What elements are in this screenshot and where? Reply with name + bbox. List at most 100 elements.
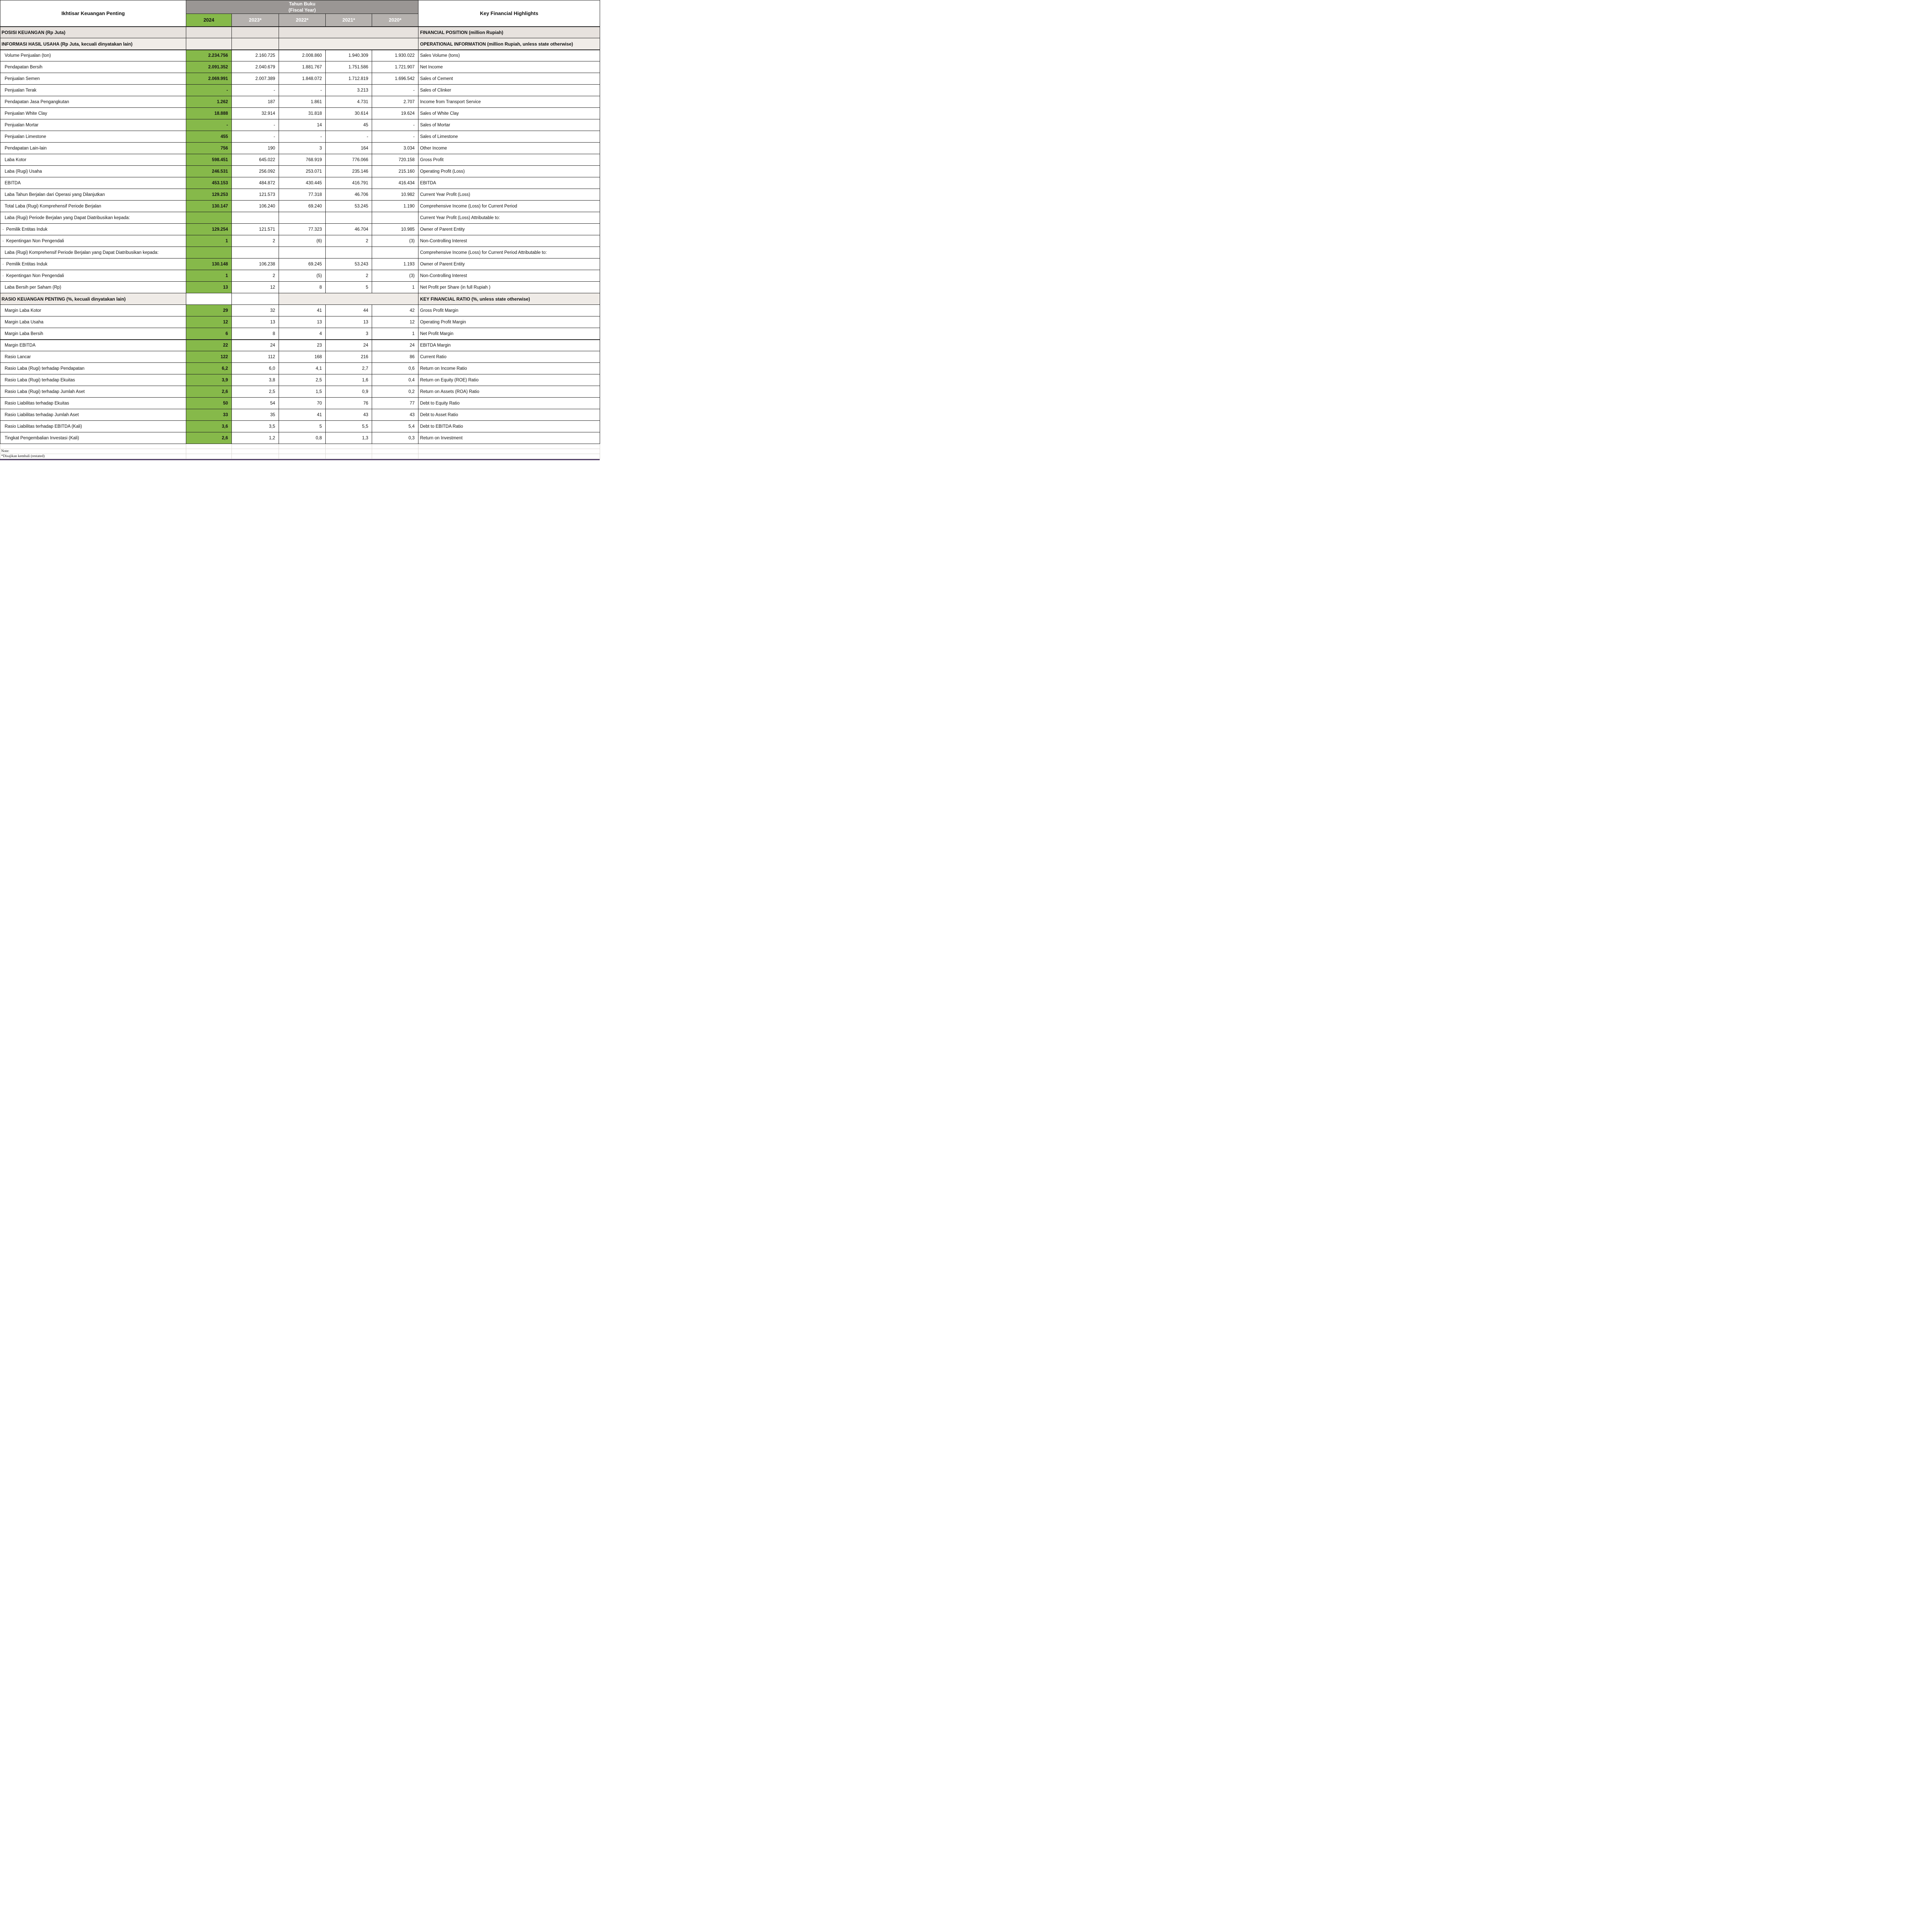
footer-cell-en xyxy=(418,449,600,454)
value-2023 xyxy=(231,38,279,50)
row-label-id: Rasio Laba (Rugi) terhadap Pendapatan xyxy=(0,362,186,375)
value-2024: 18.888 xyxy=(186,107,232,120)
section-label-en: FINANCIAL POSITION (million Rupiah) xyxy=(418,26,600,39)
value-2022: 4 xyxy=(279,328,326,340)
value-2023: 645.022 xyxy=(231,154,279,166)
value-2022: 14 xyxy=(279,119,326,131)
value-2024: - xyxy=(186,119,232,131)
row-label-en: Non-Controlling Interest xyxy=(418,235,600,247)
value-2022: 1.881.767 xyxy=(279,61,326,73)
value-2022: 8 xyxy=(279,281,326,294)
data-row: · Kepentingan Non Pengendali 1 2 (6) 2 (3) Non-… xyxy=(0,235,600,247)
row-label-en: Current Ratio xyxy=(418,351,600,363)
value-2021: 44 xyxy=(325,304,372,317)
value-2023: 106.240 xyxy=(231,200,279,213)
value-2021: 5,5 xyxy=(325,420,372,433)
row-label-en: Return on Assets (ROA) Ratio xyxy=(418,386,600,398)
row-label-id: Rasio Liabilitas terhadap Ekuitas xyxy=(0,397,186,410)
data-row: Rasio Laba (Rugi) terhadap Pendapatan 6,2… xyxy=(0,362,600,375)
data-row: Penjualan Mortar - -14 45- Sales of Mortar xyxy=(0,119,600,131)
data-row: Rasio Laba (Rugi) terhadap Jumlah Aset 2,… xyxy=(0,386,600,398)
bullet-dot: · xyxy=(2,273,4,278)
value-2022: 4,1 xyxy=(279,362,326,375)
value-2022: 23 xyxy=(279,339,326,352)
value-2020: 215.160 xyxy=(371,165,419,178)
value-2024: 129.253 xyxy=(186,189,232,201)
value-2020: - xyxy=(371,84,419,97)
row-label-en: Gross Profit Margin xyxy=(418,304,600,317)
data-row: Laba (Rugi) Usaha 246.531 256.092 253.071 23… xyxy=(0,165,600,178)
row-label-id: Penjualan Terak xyxy=(0,84,186,97)
row-label-id: · Pemilik Entitas Induk xyxy=(0,258,186,270)
value-2022: (6) xyxy=(279,235,326,247)
row-label-en: Sales of Clinker xyxy=(418,84,600,97)
value-2020: 416.434 xyxy=(371,177,419,189)
value-2024 xyxy=(186,38,232,50)
value-2020: 77 xyxy=(371,397,419,410)
row-label-id: Laba Bersih per Saham (Rp) xyxy=(0,281,186,294)
value-2024: - xyxy=(186,84,232,97)
value-2024: 455 xyxy=(186,131,232,143)
footer-cell-en xyxy=(418,454,600,459)
row-label-id: · Kepentingan Non Pengendali xyxy=(0,270,186,282)
value-2021: 235.146 xyxy=(325,165,372,178)
value-2023: 2 xyxy=(231,270,279,282)
value-2024: 1 xyxy=(186,270,232,282)
value-2023: 32 xyxy=(231,304,279,317)
value-2024: 2.091.352 xyxy=(186,61,232,73)
data-row: Rasio Liabilitas terhadap Jumlah Aset 33 3… xyxy=(0,409,600,421)
data-row: Laba Bersih per Saham (Rp) 13 12 8 5 1 Net Pro… xyxy=(0,281,600,294)
row-label-en: Gross Profit xyxy=(418,154,600,166)
row-label-en: Operating Profit (Loss) xyxy=(418,165,600,178)
value-2022: 41 xyxy=(279,304,326,317)
value-2020: 1.193 xyxy=(371,258,419,270)
value-2023: 256.092 xyxy=(231,165,279,178)
row-label-en: Return on Income Ratio xyxy=(418,362,600,375)
value-2020: 2.707 xyxy=(371,96,419,108)
value-2024: 2,6 xyxy=(186,432,232,444)
section-label-id: RASIO KEUANGAN PENTING (%, kecuali dinya… xyxy=(0,293,186,305)
row-label-en: Current Year Profit (Loss) xyxy=(418,189,600,201)
value-2023: 12 xyxy=(231,281,279,294)
fiscal-year-header: Tahun Buku (Fiscal Year) xyxy=(185,0,419,14)
footer-cell-2023 xyxy=(231,449,279,454)
value-2023: 190 xyxy=(231,142,279,155)
row-label-id: · Pemilik Entitas Induk xyxy=(0,223,186,236)
row-label-id: Margin EBITDA xyxy=(0,339,186,352)
data-row: Penjualan Terak - - -3.213- Sales of Clinker xyxy=(0,84,600,97)
value-2024: 22 xyxy=(186,339,232,352)
value-2024: 130.147 xyxy=(186,200,232,213)
row-label-id: Rasio Laba (Rugi) terhadap Jumlah Aset xyxy=(0,386,186,398)
value-2023: - xyxy=(231,131,279,143)
bullet-dot: · xyxy=(2,238,4,243)
value-2023: 2.007.389 xyxy=(231,73,279,85)
value-2020: 1.721.907 xyxy=(371,61,419,73)
value-2023: 112 xyxy=(231,351,279,363)
data-row: Pendapatan Bersih 2.091.352 2.040.679 1.881… xyxy=(0,61,600,73)
footer-cell-2020 xyxy=(371,449,419,454)
value-2020: 86 xyxy=(371,351,419,363)
year-header-2021: 2021* xyxy=(325,14,372,27)
value-2020: (3) xyxy=(371,270,419,282)
footer-row xyxy=(0,444,600,449)
row-label-en: Return on Equity (ROE) Ratio xyxy=(418,374,600,386)
value-2023: 106.238 xyxy=(231,258,279,270)
value-2022: 3 xyxy=(279,142,326,155)
value-2024 xyxy=(186,293,232,305)
footer-cell-2023 xyxy=(231,444,279,449)
value-2023: 2,5 xyxy=(231,386,279,398)
row-label-id: · Kepentingan Non Pengendali xyxy=(0,235,186,247)
header-row-top: Ikhtisar Keuangan Penting Tahun Buku (Fi… xyxy=(0,0,600,27)
year-header-row: 2024 2023* 2022* 2021* 2020* xyxy=(0,14,600,27)
value-2021: 1,3 xyxy=(325,432,372,444)
section-row: POSISI KEUANGAN (Rp Juta) FINANCIAL POSIT… xyxy=(0,26,600,39)
value-2022: 1.848.072 xyxy=(279,73,326,85)
value-2024: 50 xyxy=(186,397,232,410)
footer-cell-en xyxy=(418,444,600,449)
value-2021: 2,7 xyxy=(325,362,372,375)
value-2024: 33 xyxy=(186,409,232,421)
value-2023: 1,2 xyxy=(231,432,279,444)
value-2023: 484.872 xyxy=(231,177,279,189)
row-label-id: Total Laba (Rugi) Komprehensif Periode B… xyxy=(0,200,186,213)
data-row: Rasio Liabilitas terhadap EBITDA (Kali) 3… xyxy=(0,420,600,433)
